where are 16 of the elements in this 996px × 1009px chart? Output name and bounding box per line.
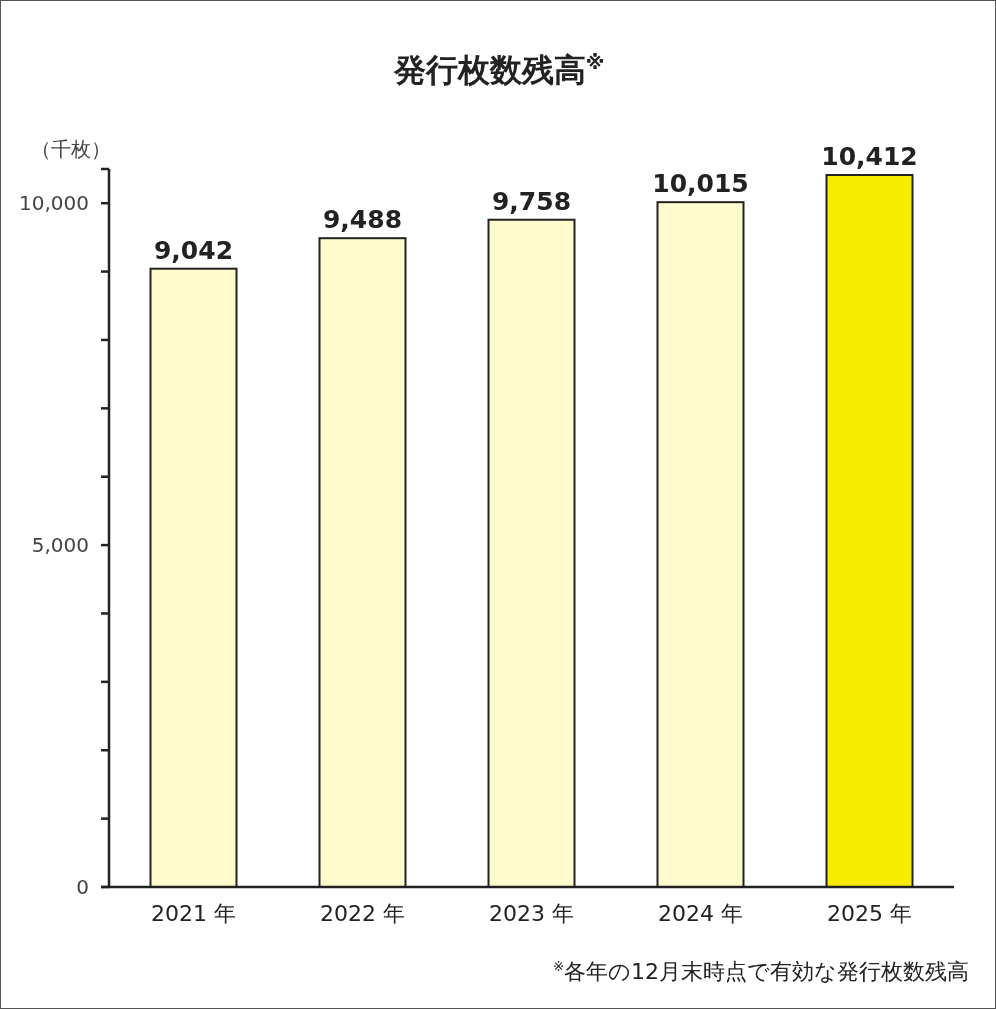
y-tick-label: 0 bbox=[76, 875, 89, 899]
y-axis-title: （千枚） bbox=[31, 137, 111, 161]
x-tick-label: 2021 年 bbox=[151, 901, 236, 926]
data-label: 9,042 bbox=[153, 235, 234, 265]
y-tick-label: 5,000 bbox=[31, 533, 89, 558]
x-tick-label: 2025 年 bbox=[827, 901, 912, 926]
text: $^{※}$各年の12月末時点で有効な発行枚数残高 bbox=[552, 957, 969, 986]
x-tick-label: 2024 年 bbox=[658, 901, 743, 926]
data-label: 10,412 bbox=[821, 142, 918, 172]
data-label: 10,015 bbox=[652, 169, 749, 199]
x-tick-label: 2022 年 bbox=[320, 901, 405, 926]
data-label: 9,488 bbox=[322, 205, 403, 235]
data-label: 9,758 bbox=[491, 186, 572, 216]
y-tick-label: 10,000 bbox=[19, 191, 89, 216]
x-tick-label: 2023 年 bbox=[489, 901, 574, 926]
chart-title: 発行枚数残高$^{※}$ bbox=[392, 50, 606, 91]
